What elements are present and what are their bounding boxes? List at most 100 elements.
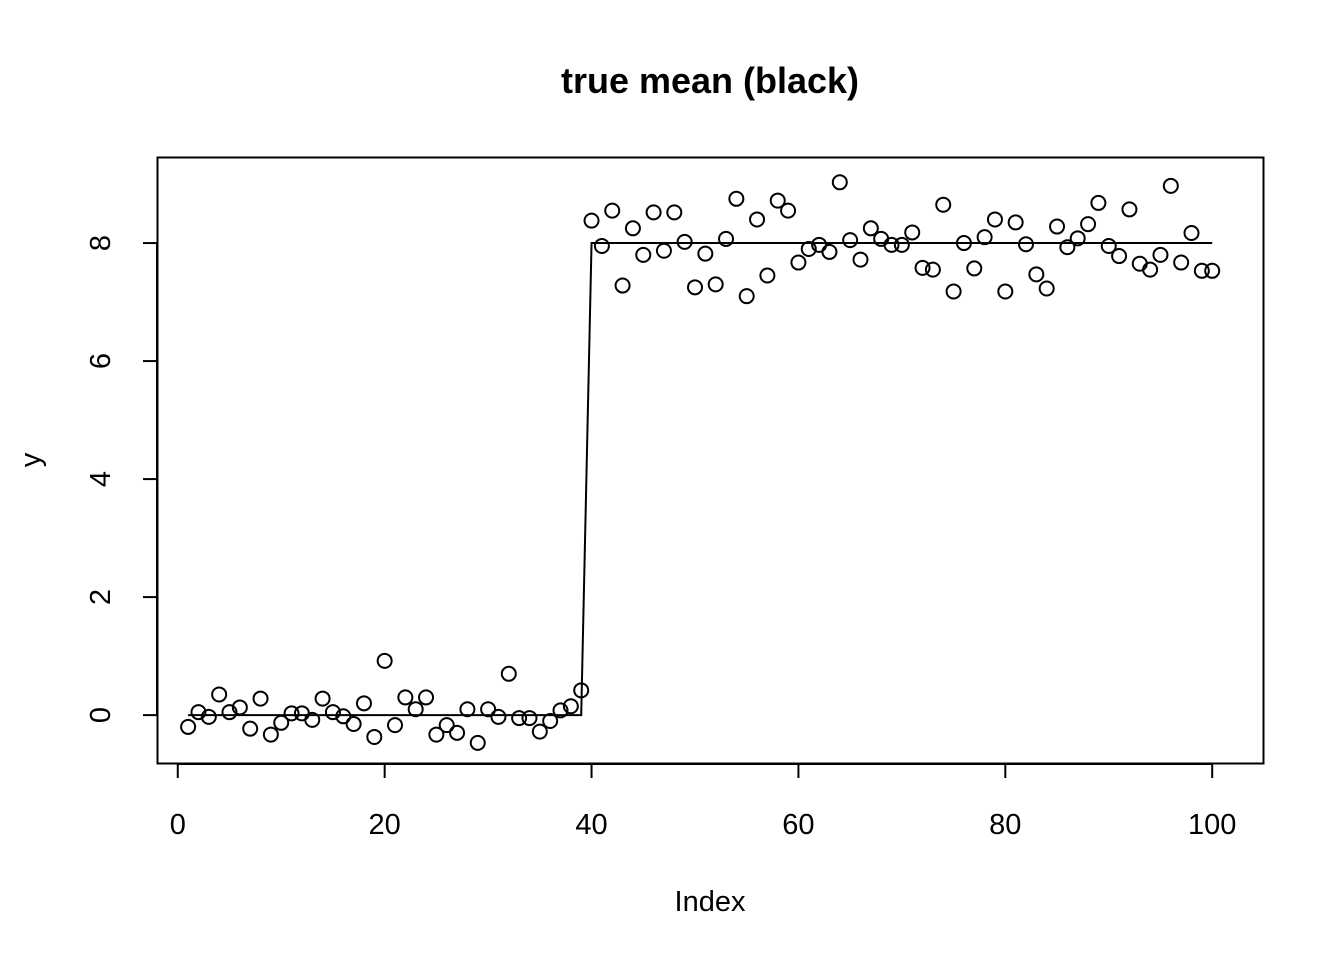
y-tick-label: 6 <box>85 353 117 369</box>
data-point <box>211 686 228 703</box>
x-axis: 0 20 40 60 80 100 <box>170 763 1236 841</box>
x-tick-label: 100 <box>1188 809 1236 841</box>
data-point <box>966 260 983 277</box>
data-point <box>200 708 217 725</box>
chart-title: true mean (black) <box>561 60 859 101</box>
data-point <box>718 230 735 247</box>
data-point <box>345 715 362 732</box>
data-point <box>738 288 755 305</box>
data-point <box>1131 255 1148 272</box>
y-tick-label: 0 <box>85 707 117 723</box>
data-point <box>759 267 776 284</box>
data-point <box>583 212 600 229</box>
data-point <box>790 254 807 271</box>
data-point <box>842 232 859 249</box>
x-tick-label: 80 <box>989 809 1021 841</box>
data-point <box>1038 280 1055 297</box>
data-point <box>635 246 652 263</box>
data-point <box>293 705 310 722</box>
data-point <box>624 220 641 237</box>
data-point <box>418 689 435 706</box>
data-point <box>707 276 724 293</box>
data-point <box>438 717 455 734</box>
data-point <box>728 190 745 207</box>
data-point <box>697 245 714 262</box>
data-point <box>862 220 879 237</box>
data-point <box>883 236 900 253</box>
data-point <box>387 717 404 734</box>
data-point <box>490 708 507 725</box>
data-point <box>852 251 869 268</box>
data-point <box>1204 262 1221 279</box>
data-point <box>986 211 1003 228</box>
data-point <box>614 277 631 294</box>
data-point <box>976 229 993 246</box>
data-point <box>449 724 466 741</box>
data-point <box>1069 230 1086 247</box>
data-point <box>666 204 683 221</box>
data-point <box>686 279 703 296</box>
data-point <box>800 240 817 257</box>
data-point <box>407 701 424 718</box>
data-point <box>428 726 445 743</box>
data-point <box>924 261 941 278</box>
data-point <box>831 174 848 191</box>
data-point <box>749 211 766 228</box>
data-point <box>997 283 1014 300</box>
data-point <box>542 713 559 730</box>
y-tick-label: 8 <box>85 235 117 251</box>
data-point <box>221 704 238 721</box>
data-point <box>1028 266 1045 283</box>
y-tick-label: 2 <box>85 589 117 605</box>
true-mean-line <box>188 242 1213 717</box>
data-point <box>780 202 797 219</box>
y-axis: 0 2 4 6 8 <box>85 235 158 723</box>
data-point <box>180 718 197 735</box>
x-axis-label: Index <box>675 886 746 918</box>
data-point <box>500 665 517 682</box>
x-tick-label: 20 <box>369 809 401 841</box>
data-point <box>262 726 279 743</box>
data-point <box>893 236 910 253</box>
data-point <box>1142 261 1159 278</box>
data-point <box>676 233 693 250</box>
data-point <box>324 704 341 721</box>
data-point <box>769 192 786 209</box>
x-tick-label: 0 <box>170 809 186 841</box>
data-point <box>562 698 579 715</box>
series-layer <box>180 174 1221 751</box>
data-point <box>1017 236 1034 253</box>
data-point <box>1090 194 1107 211</box>
data-point <box>314 690 331 707</box>
data-point <box>190 704 207 721</box>
data-point <box>593 238 610 255</box>
x-tick-label: 60 <box>782 809 814 841</box>
data-point <box>283 705 300 722</box>
data-point <box>376 652 393 669</box>
data-point <box>904 224 921 241</box>
data-point <box>531 723 548 740</box>
data-point <box>604 202 621 219</box>
data-point <box>821 243 838 260</box>
data-point <box>469 734 486 751</box>
data-point <box>1049 218 1066 235</box>
data-point <box>1059 239 1076 256</box>
data-point <box>1152 246 1169 263</box>
data-point <box>1193 262 1210 279</box>
data-point <box>655 242 672 259</box>
data-point <box>252 690 269 707</box>
data-point <box>1080 216 1097 233</box>
data-point <box>242 720 259 737</box>
data-point <box>397 689 414 706</box>
data-point <box>366 728 383 745</box>
data-point <box>552 702 569 719</box>
data-point <box>935 196 952 213</box>
data-point <box>480 701 497 718</box>
y-axis-label: y <box>15 452 47 467</box>
data-point <box>1100 238 1117 255</box>
data-point <box>511 710 528 727</box>
data-point <box>914 259 931 276</box>
x-tick-label: 40 <box>575 809 607 841</box>
data-point <box>1121 201 1138 218</box>
data-point <box>355 695 372 712</box>
